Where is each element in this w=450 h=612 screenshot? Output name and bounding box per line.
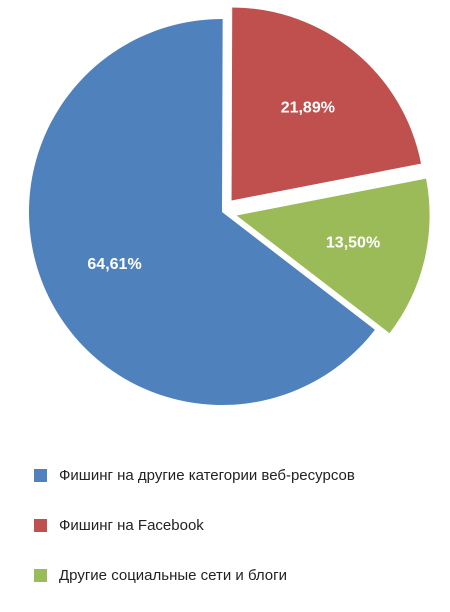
pie-chart: 64,61% 21,89% 13,50% — [28, 7, 430, 406]
pie-label-social-networks: 13,50% — [326, 234, 380, 251]
legend-label-facebook: Фишинг на Facebook — [59, 516, 204, 534]
legend-swatch-facebook — [34, 518, 47, 532]
legend-label-social-networks: Другие социальные сети и блоги — [59, 566, 287, 584]
pie-slice-facebook — [231, 7, 422, 201]
chart-legend: Фишинг на другие категории веб-ресурсов … — [34, 462, 434, 612]
legend-swatch-other-web-resources — [34, 468, 47, 482]
legend-label-other-web-resources: Фишинг на другие категории веб-ресурсов — [59, 466, 355, 484]
pie-slice-other-web-resources — [28, 18, 375, 406]
legend-item-other-web-resources: Фишинг на другие категории веб-ресурсов — [34, 462, 434, 488]
legend-swatch-social-networks — [34, 568, 47, 582]
pie-label-facebook: 21,89% — [281, 100, 335, 117]
legend-item-facebook: Фишинг на Facebook — [34, 512, 434, 538]
pie-slice-social-networks — [236, 178, 430, 334]
legend-item-social-networks: Другие социальные сети и блоги — [34, 562, 434, 588]
pie-label-other-web-resources: 64,61% — [87, 256, 141, 273]
